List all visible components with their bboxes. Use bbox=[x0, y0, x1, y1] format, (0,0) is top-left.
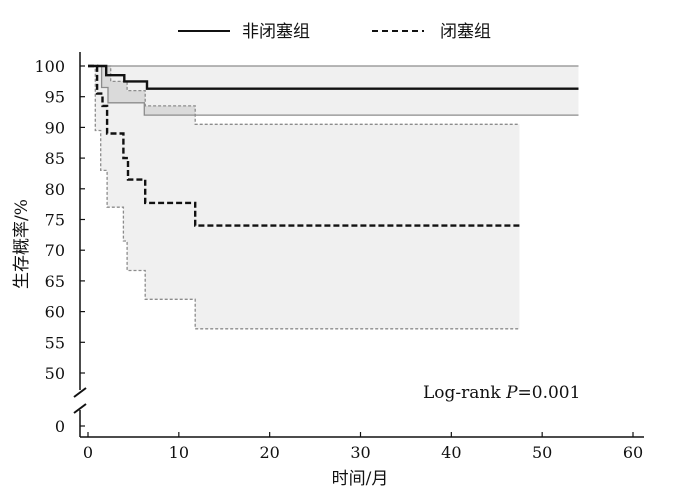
y-tick-label-90: 90 bbox=[45, 118, 65, 137]
x-tick-label-20: 20 bbox=[259, 443, 279, 462]
ci-band-fill-1 bbox=[88, 66, 579, 116]
x-tick-label-50: 50 bbox=[532, 443, 552, 462]
ci-band-fill-2 bbox=[88, 66, 520, 329]
x-tick-label-30: 30 bbox=[350, 443, 370, 462]
ci-upper-line-2 bbox=[88, 65, 520, 125]
y-tick-label-0: 0 bbox=[55, 417, 65, 436]
x-tick-label-0: 0 bbox=[83, 443, 93, 462]
legend-label-2: 闭塞组 bbox=[440, 22, 491, 42]
y-tick-label-60: 60 bbox=[45, 303, 65, 322]
y-tick-label-80: 80 bbox=[45, 180, 65, 199]
y-tick-label-95: 95 bbox=[45, 88, 65, 107]
log-rank-p: P bbox=[505, 383, 518, 403]
y-tick-label-70: 70 bbox=[45, 241, 65, 260]
y-axis-title: 生存概率/% bbox=[12, 199, 32, 289]
legend-label-1: 非闭塞组 bbox=[242, 22, 310, 42]
ci-lower-line-1 bbox=[88, 65, 579, 116]
confidence-bands bbox=[88, 65, 579, 330]
axes: 100 95 90 85 80 75 70 65 60 55 50 00 10 20 30 40 50 60 bbox=[34, 52, 644, 462]
y-tick-label-50: 50 bbox=[45, 364, 65, 383]
log-rank-prefix: Log-rank bbox=[423, 383, 506, 403]
log-rank-annotation: Log-rank P=0.001 bbox=[423, 383, 580, 403]
y-tick-label-75: 75 bbox=[45, 211, 65, 230]
survival-curve-1 bbox=[88, 64, 579, 90]
log-rank-value: =0.001 bbox=[518, 383, 581, 403]
legend: 非闭塞组 闭塞组 bbox=[178, 22, 491, 42]
x-axis-title: 时间/月 bbox=[332, 469, 389, 489]
y-tick-label-100: 100 bbox=[34, 57, 65, 76]
axis-break-mark-upper bbox=[73, 387, 87, 398]
x-tick-label-40: 40 bbox=[441, 443, 461, 462]
axis-break-mark-lower bbox=[73, 403, 87, 414]
y-tick-label-55: 55 bbox=[45, 333, 65, 352]
x-tick-label-60: 60 bbox=[623, 443, 643, 462]
ci-lower-line-2 bbox=[88, 65, 520, 330]
x-tick-label-10: 10 bbox=[169, 443, 189, 462]
y-tick-label-85: 85 bbox=[45, 149, 65, 168]
survival-curves bbox=[88, 64, 579, 227]
survival-curve-2 bbox=[88, 64, 520, 227]
y-tick-label-65: 65 bbox=[45, 272, 65, 291]
